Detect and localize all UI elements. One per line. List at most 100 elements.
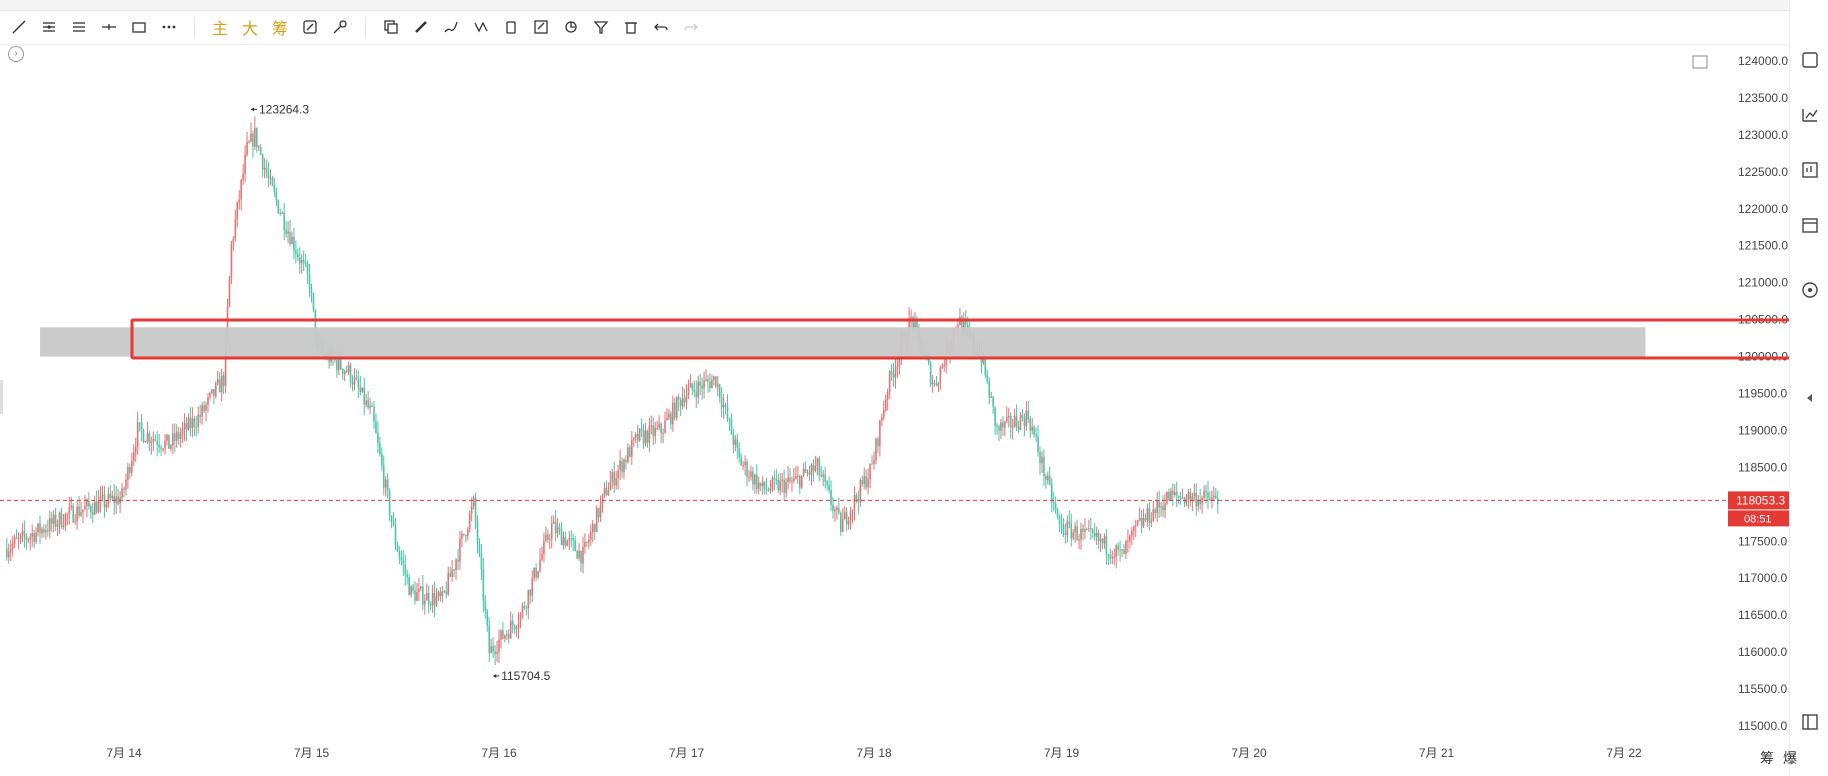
calendar-icon[interactable] <box>1800 215 1820 235</box>
candle-body <box>838 507 840 513</box>
candle-body <box>1211 497 1213 501</box>
candle-body <box>564 537 567 547</box>
countdown-tag <box>1728 510 1790 527</box>
redo-icon[interactable] <box>676 12 706 42</box>
candle-body <box>1097 532 1100 542</box>
rectangle-icon[interactable] <box>124 12 154 42</box>
eraser-icon[interactable] <box>556 12 586 42</box>
alerts-icon[interactable] <box>1800 280 1820 300</box>
ruler-icon[interactable] <box>406 12 436 42</box>
chart-icon[interactable] <box>1800 105 1820 125</box>
lock-drawings-icon[interactable] <box>325 12 355 42</box>
candle-body <box>779 480 782 491</box>
horizontal-line-icon[interactable] <box>94 12 124 42</box>
candle-body <box>435 596 438 606</box>
candle-body <box>445 591 448 595</box>
candle-body <box>839 512 842 532</box>
candle-body <box>910 316 912 319</box>
candle-body <box>388 490 391 516</box>
candle-body <box>1002 422 1004 428</box>
filter-icon[interactable] <box>586 12 616 42</box>
text-icon[interactable] <box>496 12 526 42</box>
candle-body <box>363 387 366 405</box>
candle-body <box>986 375 989 382</box>
candle-body <box>584 541 586 548</box>
candle-body <box>398 551 401 557</box>
candle-body <box>547 534 549 540</box>
candle-body <box>214 383 217 397</box>
candle-body <box>99 496 102 501</box>
chip-label[interactable]: 筹 <box>1760 751 1774 767</box>
chip-distribution-button[interactable]: 筹 <box>271 19 288 38</box>
candle-body <box>1125 541 1127 555</box>
candle-body <box>250 133 252 142</box>
candle-body <box>97 500 100 513</box>
layout-icon[interactable] <box>1800 712 1820 732</box>
fib-lines-icon[interactable] <box>34 12 64 42</box>
liquidation-label[interactable]: 爆 <box>1783 751 1797 767</box>
candle-body <box>757 482 760 489</box>
candle-body <box>800 475 803 488</box>
candle-body <box>287 231 289 234</box>
candle-body <box>441 591 444 597</box>
candle-body <box>1138 518 1141 521</box>
candle-body <box>347 364 350 372</box>
candle-body <box>412 586 414 591</box>
candle-body <box>994 406 996 426</box>
candle-body <box>240 179 242 200</box>
candle-body <box>468 513 471 530</box>
candle-body <box>224 336 227 386</box>
candle-body <box>892 373 895 378</box>
candle-body <box>750 471 752 477</box>
brush-icon[interactable] <box>436 12 466 42</box>
expand-legend-icon[interactable]: › <box>8 46 24 62</box>
candle-body <box>353 377 356 385</box>
candle-body <box>1185 499 1188 504</box>
left-panel-handle[interactable] <box>0 380 3 414</box>
candle-body <box>179 434 182 439</box>
parallel-lines-icon[interactable] <box>64 12 94 42</box>
candle-body <box>306 264 309 274</box>
candle-body <box>652 425 655 437</box>
candle-body <box>115 496 117 504</box>
x-tick-label: 7月 18 <box>856 746 892 760</box>
candle-body <box>172 433 174 446</box>
candle-body <box>675 397 678 418</box>
candle-body <box>834 509 836 512</box>
trash-icon[interactable] <box>616 12 646 42</box>
main-indicator-button[interactable]: 主 <box>211 19 228 38</box>
candle-body <box>189 417 192 428</box>
candle-body <box>60 512 63 528</box>
candle-body <box>588 539 590 543</box>
candle-body <box>933 382 936 384</box>
clone-icon[interactable] <box>376 12 406 42</box>
candle-body <box>890 371 893 374</box>
candle-body <box>982 356 985 363</box>
candle-body <box>1060 523 1063 525</box>
big-order-button[interactable]: 大 <box>241 19 258 38</box>
undo-icon[interactable] <box>646 12 676 42</box>
candle-body <box>1129 535 1131 541</box>
candle-body <box>459 538 461 562</box>
candle-body <box>1023 417 1026 427</box>
candle-body <box>550 523 553 539</box>
note-icon[interactable] <box>526 12 556 42</box>
candle-body <box>17 537 20 539</box>
candle-body <box>877 439 879 447</box>
magnet-icon[interactable] <box>295 12 325 42</box>
trend-line-icon[interactable] <box>4 12 34 42</box>
watchlist-icon[interactable] <box>1800 50 1820 70</box>
candle-body <box>881 417 883 421</box>
pattern-icon[interactable] <box>466 12 496 42</box>
candle-body <box>591 523 594 533</box>
more-icon[interactable] <box>154 12 184 42</box>
candle-body <box>1084 529 1086 532</box>
candle-body <box>898 354 901 367</box>
candlestick-chart[interactable]: 124000.0 123500.0 123000.0 122500.0 122000.0… <box>0 45 1790 776</box>
fullscreen-icon[interactable] <box>1692 55 1708 69</box>
collapse-arrow-icon[interactable] <box>1800 388 1820 408</box>
data-window-icon[interactable] <box>1800 160 1820 180</box>
candle-body <box>1091 529 1094 533</box>
candle-body <box>513 625 516 630</box>
zone-fill[interactable] <box>40 327 1646 357</box>
